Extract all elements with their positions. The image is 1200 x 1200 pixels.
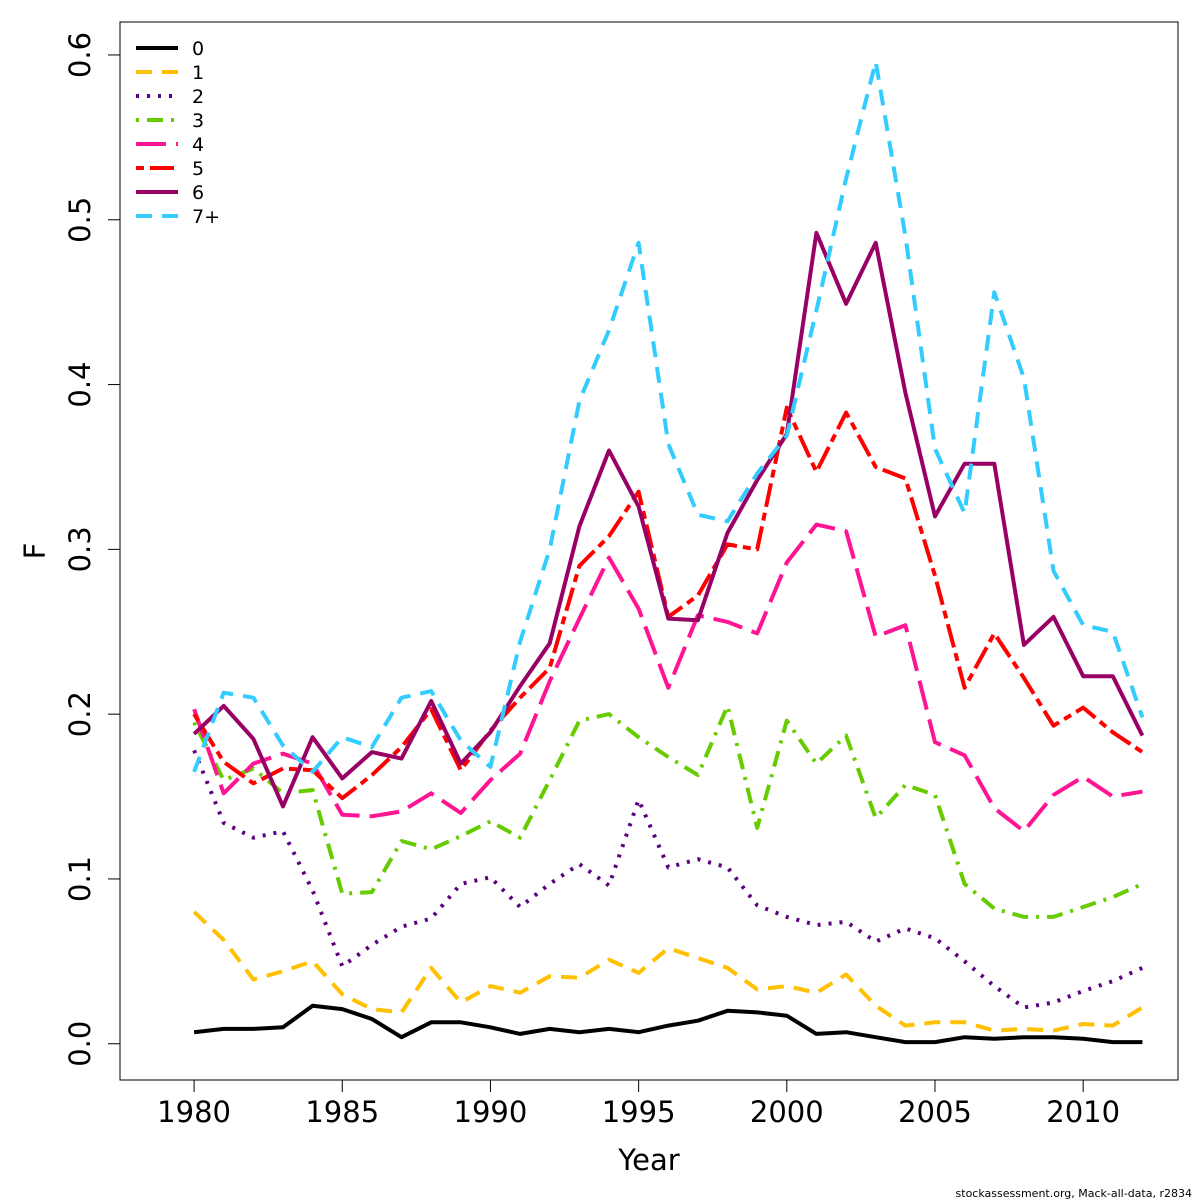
legend-label: 5: [192, 158, 204, 180]
series-line-5: [192, 405, 1144, 801]
y-tick-label: 0.5: [63, 197, 97, 243]
series-layer: [192, 59, 1145, 1045]
y-tick-label: 0.1: [63, 856, 97, 902]
series-line-3: [192, 703, 1144, 919]
y-tick-label: 0.6: [63, 32, 97, 78]
y-tick-label: 0.2: [63, 691, 97, 737]
legend-label: 4: [192, 134, 204, 156]
x-tick-label: 2005: [898, 1095, 972, 1129]
series-line-2: [192, 749, 1144, 1010]
legend-label: 1: [192, 62, 204, 84]
x-tick-label: 1985: [305, 1095, 379, 1129]
legend-label: 0: [192, 38, 204, 60]
y-axis: 0.0 0.1 0.2 0.3 0.4 0.5 0.6: [63, 32, 121, 1067]
y-axis-title: F: [18, 543, 52, 560]
x-tick-label: 2010: [1046, 1095, 1120, 1129]
series-line-1: [192, 910, 1144, 1033]
series-line-7plus: [192, 59, 1145, 774]
series-line-4: [192, 522, 1143, 834]
legend-label: 7+: [192, 206, 220, 228]
y-tick-label: 0.0: [63, 1021, 97, 1067]
x-tick-label: 1995: [602, 1095, 676, 1129]
x-tick-label: 1990: [454, 1095, 528, 1129]
series-line-6: [192, 230, 1145, 809]
legend-label: 3: [192, 110, 204, 132]
y-tick-label: 0.3: [63, 526, 97, 572]
x-axis: 1980 1985 1990 1995 2000 2005 2010: [157, 1079, 1120, 1129]
x-tick-label: 1980: [157, 1095, 231, 1129]
legend-label: 2: [192, 86, 204, 108]
series-line-0: [193, 1003, 1143, 1045]
legend-label: 6: [192, 182, 204, 204]
x-axis-title: Year: [617, 1143, 679, 1177]
y-tick-label: 0.4: [63, 361, 97, 407]
credit-text: stockassessment.org, Mack-all-data, r283…: [956, 1187, 1192, 1200]
x-tick-label: 2000: [750, 1095, 824, 1129]
